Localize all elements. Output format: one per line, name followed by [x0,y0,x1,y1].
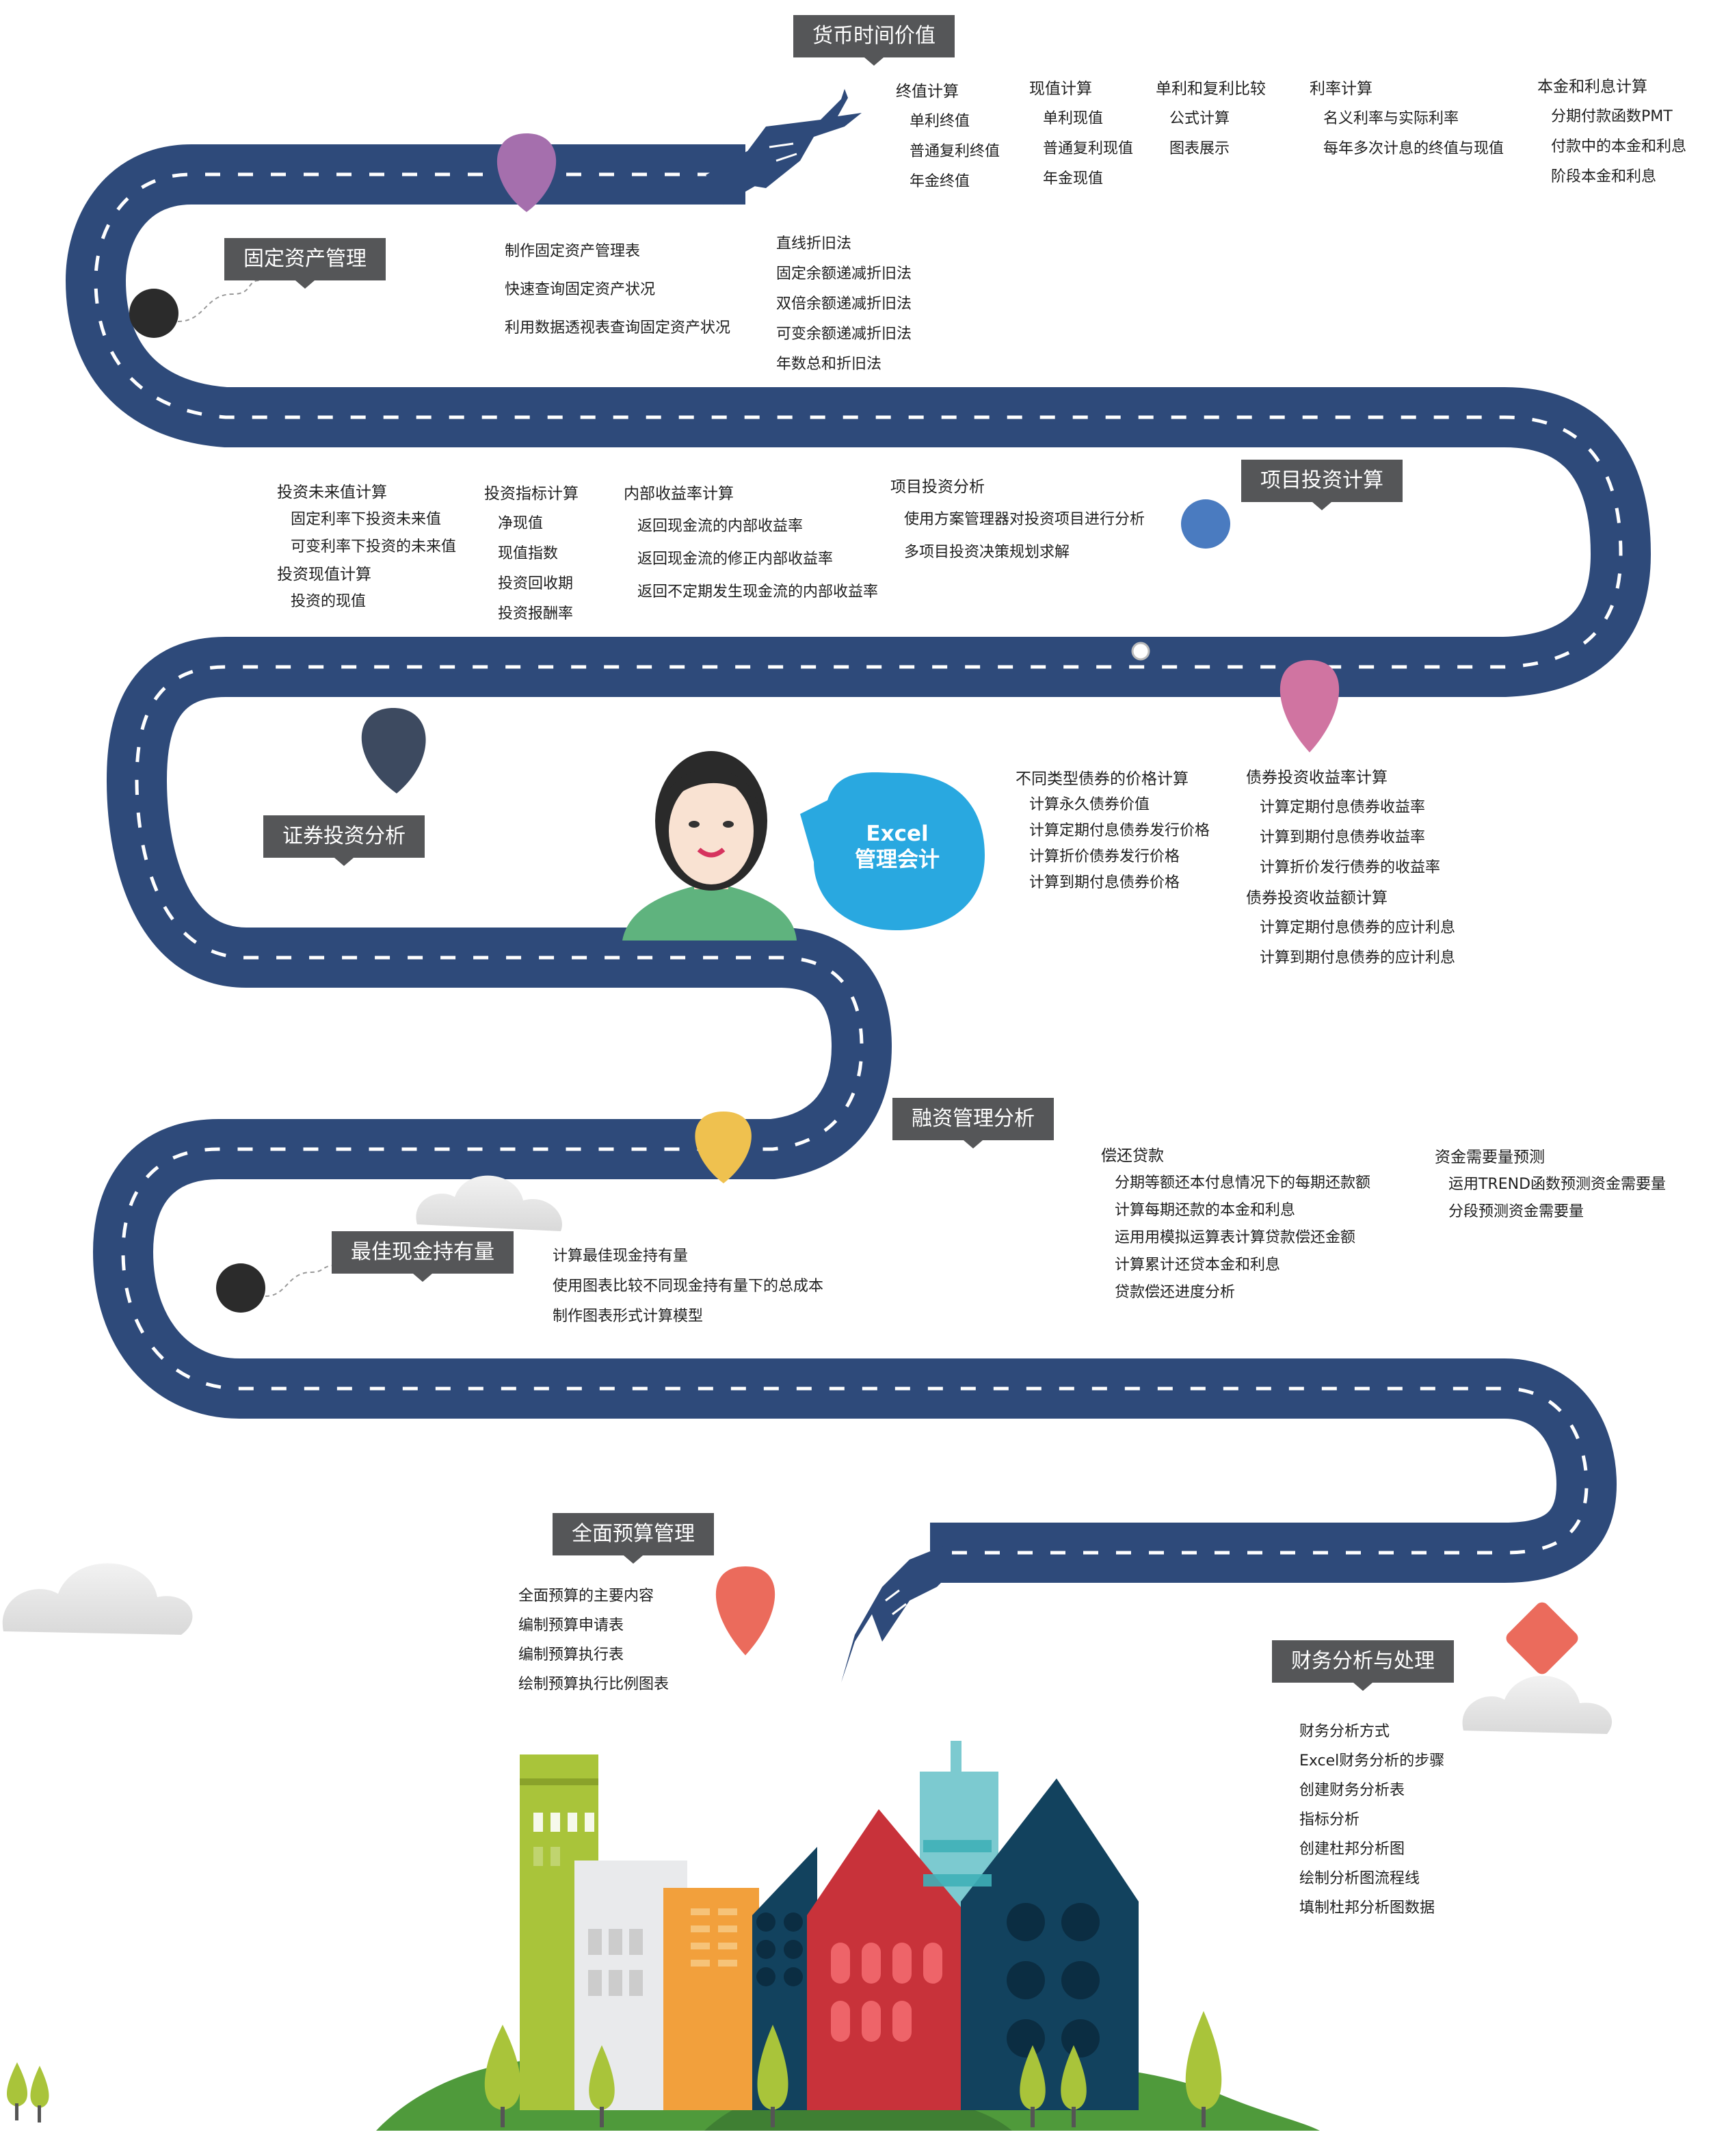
speech-bubble-icon [800,772,985,930]
money-time-col-3: 单利和复利比较 公式计算 图表展示 [1156,80,1266,157]
map-pin-icon [496,133,557,212]
winding-road [66,144,1651,1583]
section-title-budget: 全面预算管理 [553,1513,714,1564]
section-title-money-time: 货币时间价值 [793,15,955,66]
marker-dot [216,1263,265,1313]
project-analysis-list: 项目投资分析 使用方案管理器对投资项目进行分析 多项目投资决策规划求解 [890,478,1145,561]
marker-dot [129,289,178,338]
financing-loan-list: 偿还贷款 分期等额还本付息情况下的每期还款额 计算每期还款的本金和利息 运用用模… [1101,1147,1371,1301]
tree-icon [1061,2045,1087,2127]
section-title-securities: 证券投资分析 [263,815,425,866]
fixed-assets-right-list: 直线折旧法 固定余额递减折旧法 双倍余额递减折旧法 可变余额递减折旧法 年数总和… [776,235,912,373]
section-title-cash: 最佳现金持有量 [332,1231,514,1282]
road-center-dashes [94,172,1623,1555]
section-title-analysis: 财务分析与处理 [1272,1640,1454,1691]
cash-list: 计算最佳现金持有量 使用图表比较不同现金持有量下的总成本 制作图表形式计算模型 [553,1248,824,1325]
financing-forecast-list: 资金需要量预测 运用TREND函数预测资金需要量 分段预测资金需要量 [1435,1148,1667,1220]
center-title-line2: 管理会计 [855,847,940,872]
cloud-icon [2,1563,193,1635]
map-pin-icon [695,1112,752,1183]
woman-avatar [622,751,797,941]
cloud-icon [416,1175,562,1231]
money-time-col-2: 现值计算 单利现值 普通复利现值 年金现值 [1029,80,1134,187]
map-pin-icon [361,708,426,793]
map-pin-icon [715,1566,775,1655]
tree-icon [30,2066,49,2122]
section-title-project-investment: 项目投资计算 [1241,460,1403,510]
center-title-line1: Excel [866,821,929,846]
budget-list: 全面预算的主要内容 编制预算申请表 编制预算执行表 绘制预算执行比例图表 [518,1588,669,1693]
tree-icon [589,2045,615,2127]
fixed-assets-left-list: 制作固定资产管理表 快速查询固定资产状况 利用数据透视表查询固定资产状况 [505,243,731,337]
project-irr-list: 内部收益率计算 返回现金流的内部收益率 返回现金流的修正内部收益率 返回不定期发… [624,485,879,601]
tree-icon [484,2025,521,2127]
tree-icon [1185,2011,1222,2127]
section-title-financing: 融资管理分析 [892,1098,1054,1148]
tree-icon [757,2025,788,2127]
pointing-hand-icon [706,89,862,205]
money-time-col-1: 终值计算 单利终值 普通复利终值 年金终值 [896,83,1000,190]
section-title-fixed-assets: 固定资产管理 [224,238,386,289]
marker-dot [1131,642,1150,661]
securities-yield-list: 债券投资收益率计算 计算定期付息债券收益率 计算到期付息债券收益率 计算折价发行… [1246,769,1456,967]
pointing-hand-icon [841,1546,951,1683]
diamond-marker-icon [1506,1602,1578,1674]
map-pin-icon [1279,660,1340,752]
tree-icon [7,2062,27,2120]
project-indicators-list: 投资指标计算 净现值 现值指数 投资回收期 投资报酬率 [484,485,579,622]
cloud-icon [1462,1675,1613,1734]
securities-price-list: 不同类型债券的价格计算 计算永久债券价值 计算定期付息债券发行价格 计算折价债券… [1016,770,1210,891]
money-time-col-5: 本金和利息计算 分期付款函数PMT 付款中的本金和利息 阶段本金和利息 [1537,78,1687,185]
analysis-list: 财务分析方式 Excel财务分析的步骤 创建财务分析表 指标分析 创建杜邦分析图… [1299,1723,1445,1917]
money-time-col-4: 利率计算 名义利率与实际利率 每年多次计息的终值与现值 [1310,80,1504,157]
tree-icon [1020,2045,1046,2127]
center-title: Excel 管理会计 [829,821,966,873]
project-future-value-list: 投资未来值计算 固定利率下投资未来值 可变利率下投资的未来值 投资现值计算 投资… [277,484,457,610]
marker-dot [1181,499,1230,549]
